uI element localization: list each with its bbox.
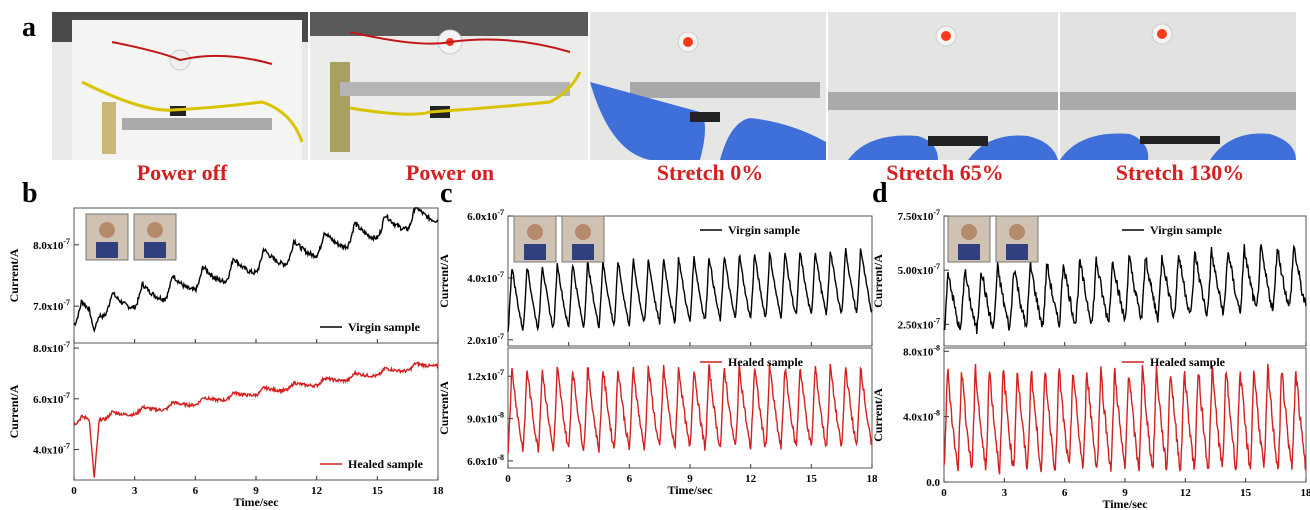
x-tick-label: 0 (71, 485, 77, 497)
y-tick-label: 5.00x10-7 (898, 262, 940, 277)
inset-photo-detail (96, 242, 118, 258)
inset-photo-detail (572, 244, 594, 260)
legend-label: Healed sample (348, 457, 424, 471)
x-tick-label: 12 (1180, 487, 1192, 499)
y-axis-label: Current/A (7, 384, 21, 438)
inset-photo-detail (575, 224, 591, 240)
y-axis-label: Current/A (871, 254, 885, 308)
photo-power-off (52, 12, 308, 160)
y-tick-label: 2.0x10-7 (467, 332, 504, 347)
x-axis-label: Time/sec (1102, 497, 1148, 510)
photo-stretch-130 (1060, 12, 1296, 160)
x-tick-label: 9 (253, 485, 259, 497)
y-axis-label: Current/A (437, 254, 451, 308)
y-tick-label: 0.0 (926, 477, 940, 489)
x-tick-label: 18 (1301, 487, 1310, 499)
y-tick-label: 6.0x10-7 (33, 391, 70, 406)
legend-label: Healed sample (1150, 355, 1226, 369)
series-line (73, 361, 439, 478)
x-tick-label: 6 (193, 485, 199, 497)
y-axis-label: Current/A (7, 248, 21, 302)
legend-label: Virgin sample (728, 223, 801, 237)
series-line (507, 363, 873, 454)
x-tick-label: 18 (867, 473, 879, 485)
x-tick-label: 15 (1240, 487, 1252, 499)
x-axis-label: Time/sec (667, 483, 713, 497)
x-tick-label: 12 (745, 473, 757, 485)
y-tick-label: 8.0x10-7 (33, 237, 70, 252)
x-tick-label: 18 (433, 485, 445, 497)
inset-photo-detail (147, 222, 163, 238)
series-line (943, 244, 1307, 335)
x-tick-label: 3 (566, 473, 572, 485)
caption-power-on: Power on (405, 160, 495, 185)
series-line (507, 247, 873, 332)
inset-photo-detail (1009, 224, 1025, 240)
x-tick-label: 6 (1062, 487, 1068, 499)
caption-stretch-130: Stretch 130% (1115, 160, 1245, 185)
x-tick-label: 9 (687, 473, 693, 485)
y-tick-label: 4.0x10-7 (33, 442, 70, 457)
inset-photo-detail (144, 242, 166, 258)
inset-photo-detail (961, 224, 977, 240)
y-tick-label: 4.0x10-8 (903, 409, 940, 424)
y-tick-label: 8.0x10-8 (903, 343, 940, 358)
inset-photo-detail (1006, 244, 1028, 260)
inset-photo-detail (958, 244, 980, 260)
x-tick-label: 3 (132, 485, 138, 497)
photo-stretch-65 (828, 12, 1058, 160)
y-tick-label: 9.0x10-8 (467, 411, 504, 426)
x-tick-label: 3 (1002, 487, 1008, 499)
x-tick-label: 6 (627, 473, 633, 485)
chart-d: 2.50x10-7 5.00x10-7 7.50x10-7 Current/A Virg… (871, 208, 1310, 510)
y-axis-label: Current/A (871, 388, 885, 442)
series-line (943, 363, 1307, 475)
y-tick-label: 8.0x10-7 (33, 340, 70, 355)
caption-power-off: Power off (136, 160, 228, 185)
y-tick-label: 4.0x10-7 (467, 270, 504, 285)
panel-letter-c: c (440, 178, 453, 209)
panel-letter-b: b (22, 178, 38, 209)
panel-letter-d: d (872, 178, 888, 209)
inset-photo-detail (99, 222, 115, 238)
y-tick-label: 7.0x10-7 (33, 298, 70, 313)
legend-label: Healed sample (728, 355, 804, 369)
chart-b: 7.0x10-7 8.0x10-7 Current/A Virgin sample 4.… (7, 207, 445, 509)
y-tick-label: 1.2x10-7 (467, 368, 504, 383)
panel-letter-a: a (22, 12, 36, 43)
caption-stretch-0: Stretch 0% (656, 160, 764, 185)
y-axis-label: Current/A (437, 381, 451, 435)
x-tick-label: 0 (505, 473, 511, 485)
x-tick-label: 9 (1122, 487, 1128, 499)
caption-stretch-65: Stretch 65% (886, 160, 1004, 185)
inset-photo-detail (524, 244, 546, 260)
x-axis-label: Time/sec (233, 495, 279, 509)
photo-power-on (310, 12, 588, 160)
chart-c: 2.0x10-7 4.0x10-7 6.0x10-7 Current/A Virgin … (437, 208, 878, 497)
x-tick-label: 0 (941, 487, 947, 499)
x-tick-label: 15 (372, 485, 384, 497)
y-tick-label: 2.50x10-7 (898, 316, 940, 331)
x-tick-label: 12 (311, 485, 323, 497)
series-line (73, 207, 439, 334)
photo-stretch-0 (590, 12, 826, 160)
y-tick-label: 7.50x10-7 (898, 208, 940, 223)
inset-photo-detail (527, 224, 543, 240)
x-tick-label: 15 (806, 473, 818, 485)
legend-label: Virgin sample (348, 320, 421, 334)
y-tick-label: 6.0x10-8 (467, 453, 504, 468)
y-tick-label: 6.0x10-7 (467, 208, 504, 223)
legend-label: Virgin sample (1150, 223, 1223, 237)
